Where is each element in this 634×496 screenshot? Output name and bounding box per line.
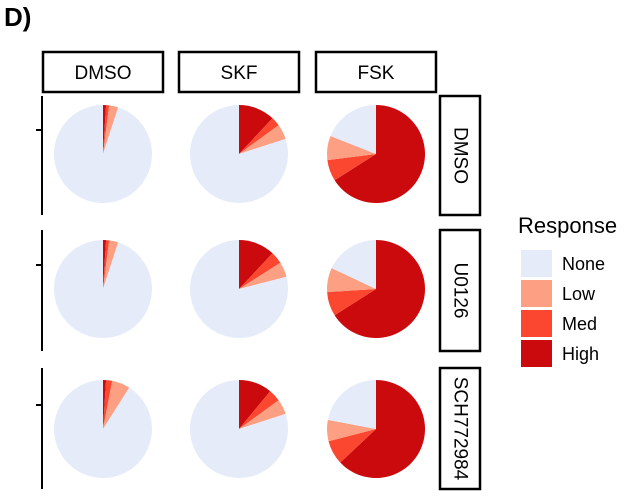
pie-slice-med (239, 253, 281, 289)
pie-slice-med (327, 289, 376, 316)
pie-slice-med (328, 429, 376, 463)
legend-label: Low (562, 284, 596, 304)
pie-slice-high (103, 240, 107, 289)
row-strips: DMSO U0126 SCH772984 (438, 94, 482, 491)
pie-slice-low (327, 268, 376, 293)
row-strip-sch772984: SCH772984 (438, 366, 482, 491)
row-axis-lines (36, 96, 43, 489)
row-strip-box (438, 228, 482, 353)
pie-slice-none (54, 380, 153, 479)
pie-slice-high (103, 380, 107, 429)
legend-title: Response (518, 213, 617, 238)
pie-slice-med (239, 391, 279, 429)
pie-dmso-skf (189, 105, 288, 204)
row-strip-box (438, 366, 482, 491)
pie-u0126-fsk (327, 240, 425, 338)
pie-dmso-dmso (53, 105, 152, 203)
pie-slice-none (189, 105, 288, 204)
column-strip-dmso: DMSO (41, 50, 165, 94)
legend-swatch (521, 250, 552, 277)
legend-item-high: High (521, 340, 599, 367)
column-strips: DMSO SKF FSK (41, 50, 438, 94)
pie-slice-low (103, 380, 130, 429)
row-strip-u0126: U0126 (438, 228, 482, 353)
pie-slice-high (340, 380, 426, 478)
pie-slice-high (239, 240, 273, 289)
pie-slice-none (331, 240, 376, 289)
pie-slice-high (334, 105, 425, 203)
pie-grid (53, 105, 426, 479)
pie-slice-med (239, 118, 279, 154)
pie-slice-low (239, 262, 287, 289)
pie-slice-low (327, 135, 376, 161)
legend-item-low: Low (521, 280, 596, 307)
column-strip-skf: SKF (177, 50, 301, 94)
row-strip-dmso: DMSO (438, 94, 482, 217)
pie-sch772984-fsk (327, 380, 426, 478)
pie-slice-low (327, 419, 376, 442)
legend-item-none: None (521, 250, 605, 277)
pie-slice-none (327, 380, 376, 429)
panel-label: D) (4, 2, 31, 32)
pie-slice-med (103, 105, 110, 154)
column-strip-fsk: FSK (314, 50, 438, 94)
pie-slice-high (103, 105, 107, 154)
pie-slice-med (327, 154, 376, 181)
legend-label: High (562, 344, 599, 364)
pie-dmso-fsk (327, 105, 425, 203)
row-strip-label: U0126 (450, 263, 471, 319)
pie-slice-low (103, 105, 119, 154)
legend-label: Med (562, 314, 597, 334)
legend-swatch (521, 340, 552, 367)
column-strip-label: FSK (358, 63, 395, 84)
pie-slice-high (239, 105, 273, 154)
pie-slice-med (103, 380, 113, 429)
pie-u0126-skf (190, 240, 289, 338)
pie-u0126-dmso (53, 239, 152, 339)
column-strip-label: SKF (221, 63, 258, 84)
legend: Response None Low Med High (518, 213, 617, 367)
pie-slice-med (103, 240, 110, 289)
pie-sch772984-dmso (54, 380, 153, 479)
pie-slice-none (330, 105, 376, 154)
column-strip-box (314, 50, 438, 94)
legend-swatch (521, 280, 552, 307)
row-strip-label: DMSO (450, 127, 471, 184)
pie-slice-none (53, 105, 152, 203)
pie-slice-high (334, 240, 425, 338)
column-strip-box (41, 50, 165, 94)
column-strip-box (177, 50, 301, 94)
pie-slice-low (103, 240, 119, 289)
pie-slice-none (190, 240, 289, 338)
legend-swatch (521, 310, 552, 337)
column-strip-label: DMSO (75, 63, 132, 84)
pie-slice-high (239, 380, 271, 429)
pie-slice-none (53, 239, 152, 339)
row-strip-box (438, 94, 482, 217)
pie-slice-none (189, 380, 288, 478)
pie-slice-low (239, 400, 286, 429)
pie-sch772984-skf (189, 380, 288, 478)
pie-slice-low (239, 125, 286, 154)
row-strip-label: SCH772984 (450, 377, 471, 481)
legend-label: None (562, 254, 605, 274)
legend-item-med: Med (521, 310, 597, 337)
